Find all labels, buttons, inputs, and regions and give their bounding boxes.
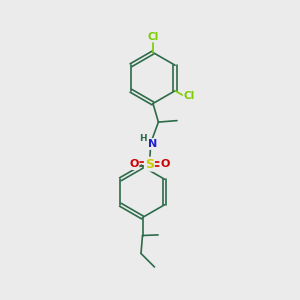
Text: H: H [139, 134, 146, 143]
Text: S: S [145, 158, 154, 171]
Text: Cl: Cl [184, 91, 195, 101]
Text: O: O [129, 159, 139, 169]
Text: O: O [160, 159, 170, 169]
Text: Cl: Cl [147, 32, 159, 42]
Text: N: N [148, 139, 157, 149]
